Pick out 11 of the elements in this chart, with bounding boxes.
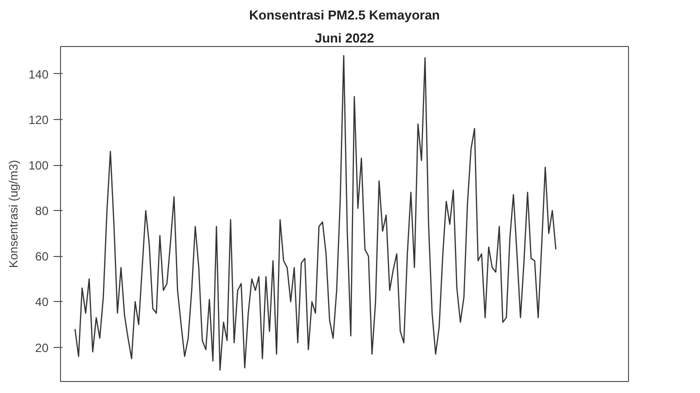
y-tick-label: 60 [35, 250, 49, 264]
chart-title: Konsentrasi PM2.5 Kemayoran [249, 8, 440, 22]
y-tick-label: 140 [28, 67, 49, 82]
y-tick-label: 20 [35, 340, 49, 355]
chart-subtitle: Juni 2022 [314, 30, 374, 46]
y-tick-label: 40 [35, 295, 49, 310]
y-tick-label: 120 [28, 112, 49, 127]
y-axis-title: Konsentrasi (ug/m3) [6, 160, 20, 268]
line-series [74, 55, 556, 371]
y-tick-label: 100 [28, 158, 49, 173]
y-tick-label: 80 [35, 204, 49, 218]
